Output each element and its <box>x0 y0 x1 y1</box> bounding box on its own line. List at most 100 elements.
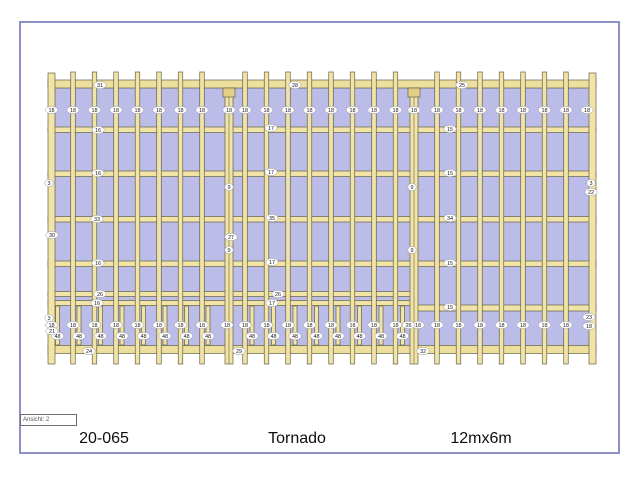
part-label: 26 <box>405 323 411 329</box>
stud <box>70 71 76 365</box>
part-label-bubble <box>220 321 234 329</box>
part-label-bubble <box>264 168 278 176</box>
part-label-bubble <box>473 106 487 114</box>
part-label: 48 <box>399 334 405 340</box>
part-label: 18 <box>156 323 162 329</box>
part-label-bubble <box>66 321 80 329</box>
part-label: 18 <box>477 108 483 114</box>
part-label: 15 <box>447 305 453 311</box>
part-label: 18 <box>541 323 547 329</box>
part-label: 18 <box>91 108 97 114</box>
part-label-bubble <box>584 188 598 196</box>
part-label-bubble <box>158 332 172 340</box>
part-label-bubble <box>91 259 105 267</box>
stud <box>134 71 141 365</box>
plate <box>47 345 597 354</box>
part-label: 23 <box>586 315 592 321</box>
part-label: 3 <box>47 181 50 187</box>
view-name-label: Ansicht: 2 <box>23 417 50 423</box>
part-label: 33 <box>94 217 100 223</box>
part-label: 48 <box>292 334 298 340</box>
part-label-bubble <box>495 106 508 114</box>
part-label: 15 <box>447 171 453 177</box>
part-label: 24 <box>86 349 92 355</box>
part-label: 29 <box>236 349 242 355</box>
part-label: 18 <box>285 323 291 329</box>
part-label: 18 <box>328 323 334 329</box>
part-label: 9 <box>227 248 230 254</box>
part-label-bubble <box>430 106 444 114</box>
part-label-bubble <box>174 321 187 329</box>
stud <box>392 71 399 365</box>
part-label: 18 <box>349 108 355 114</box>
part-label: 48 <box>270 334 276 340</box>
part-label: 28 <box>292 83 298 89</box>
part-label-bubble <box>346 321 359 329</box>
rail <box>47 170 597 177</box>
part-label: 16 <box>95 171 101 177</box>
part-label-bubble <box>82 347 96 355</box>
rail <box>47 216 597 223</box>
part-label-bubble <box>310 332 323 340</box>
rail <box>47 260 597 267</box>
part-label-bubble <box>582 322 596 330</box>
part-label-bubble <box>582 313 596 321</box>
part-label-bubble <box>443 169 457 177</box>
part-label-bubble <box>195 321 209 329</box>
part-label-bubble <box>90 299 104 307</box>
part-label: 18 <box>134 108 140 114</box>
part-label-bubble <box>91 126 105 134</box>
part-label: 9 <box>227 185 230 191</box>
part-label-bubble <box>224 246 234 254</box>
part-label-bubble <box>264 124 278 132</box>
part-label: 18 <box>563 108 569 114</box>
part-label: 18 <box>224 323 230 329</box>
part-label: 35 <box>269 216 275 222</box>
part-label: 18 <box>199 108 205 114</box>
part-label-bubble <box>580 106 594 114</box>
part-label-bubble <box>353 332 366 340</box>
part-label: 18 <box>371 108 377 114</box>
part-label-bubble <box>389 321 402 329</box>
stud <box>498 71 505 365</box>
part-label: 17 <box>269 260 275 266</box>
part-label-bubble <box>90 215 104 223</box>
part-label: 3 <box>47 316 50 322</box>
part-label-bubble <box>93 290 107 298</box>
part-label: 34 <box>447 216 453 222</box>
part-label: 16 <box>95 128 101 134</box>
stud <box>199 71 205 365</box>
part-label: 18 <box>477 323 483 329</box>
part-label-bubble <box>288 81 302 89</box>
part-label: 18 <box>113 108 119 114</box>
part-label-bubble <box>586 179 596 187</box>
part-label: 18 <box>392 323 398 329</box>
stud <box>285 71 291 365</box>
rail <box>47 126 597 133</box>
part-label: 18 <box>520 323 526 329</box>
part-label-bubble <box>224 183 234 191</box>
part-label: 22 <box>588 190 594 196</box>
part-label-bubble <box>374 332 388 340</box>
title-size: 12mx6m <box>450 430 512 447</box>
part-label-bubble <box>559 321 573 329</box>
part-label: 18 <box>134 323 140 329</box>
stud <box>371 71 377 365</box>
part-label-bubble <box>195 106 209 114</box>
view-name-box[interactable]: Ansicht: 2 <box>20 414 77 426</box>
part-label-bubble <box>443 125 457 133</box>
part-label-bubble <box>288 332 302 340</box>
part-label-bubble <box>109 321 123 329</box>
part-label: 26 <box>97 292 103 298</box>
part-label-bubble <box>516 106 530 114</box>
part-label: 18 <box>306 323 312 329</box>
part-label-bubble <box>238 321 252 329</box>
part-label: 18 <box>563 323 569 329</box>
part-label: 21 <box>49 329 55 335</box>
part-label-bubble <box>44 179 54 187</box>
part-label-bubble <box>516 321 530 329</box>
stud <box>477 71 483 365</box>
part-label-bubble <box>88 321 101 329</box>
part-label: 48 <box>183 334 189 340</box>
